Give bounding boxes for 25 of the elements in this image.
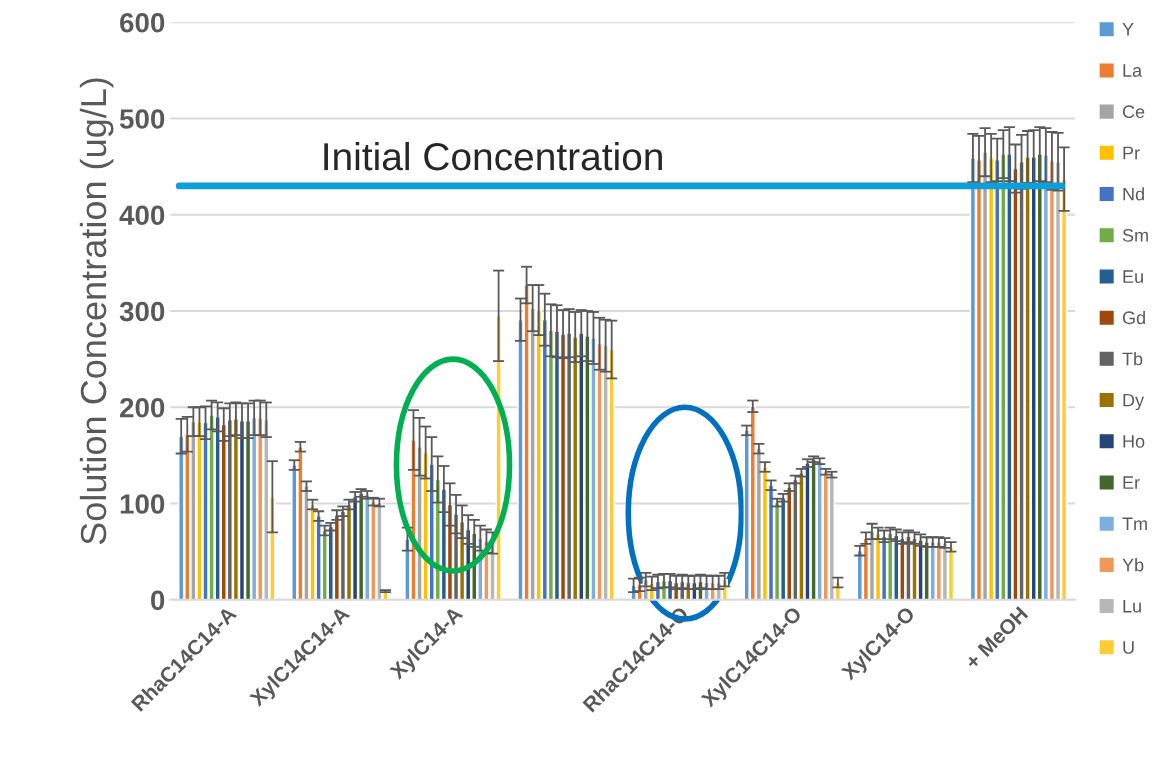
y-tick-label: 400 <box>119 205 165 226</box>
y-tick-label: 0 <box>151 590 165 611</box>
y-tick-label: 500 <box>119 109 165 129</box>
y-axis-title: Solution Concentration (ug/L) <box>79 78 114 545</box>
legend-label: La <box>1123 64 1143 77</box>
y-tick-label: 100 <box>120 494 165 514</box>
legend-label: Tb <box>1122 352 1143 366</box>
legend-label: Eu <box>1123 270 1143 283</box>
legend-label: Ce <box>1122 105 1145 119</box>
legend-label: Ho <box>1123 435 1145 448</box>
legend-label: Lu <box>1123 599 1141 613</box>
ref-line-label: Initial Concentration <box>324 141 662 171</box>
legend-label: Y <box>1122 23 1134 36</box>
legend-label: Dy <box>1123 393 1145 411</box>
legend-label: Gd <box>1122 310 1145 325</box>
legend-label: U <box>1123 641 1134 654</box>
y-tick-label: 300 <box>119 301 165 322</box>
y-tick-label: 600 <box>120 12 165 33</box>
legend-label: Sm <box>1122 228 1148 242</box>
legend-label: Nd <box>1123 187 1144 201</box>
legend-label: Pr <box>1123 146 1140 160</box>
y-tick-label: 200 <box>120 397 165 418</box>
legend-label: Yb <box>1122 558 1144 572</box>
legend-label: Er <box>1123 476 1140 489</box>
legend-label: Tm <box>1122 517 1147 530</box>
